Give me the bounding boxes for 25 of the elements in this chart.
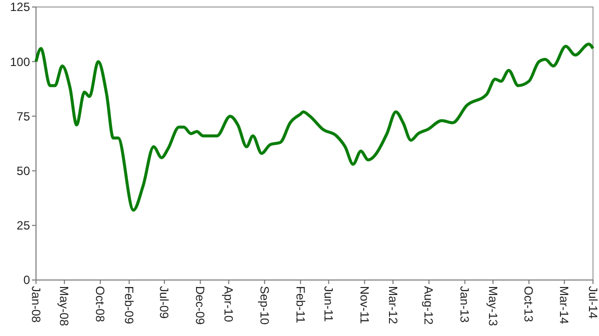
x-tick-label: Oct-13 (522, 286, 536, 322)
y-tick-label: 0 (23, 273, 30, 288)
x-tick-label: Aug-12 (422, 286, 436, 326)
x-tick-label: May-13 (486, 286, 500, 326)
y-tick-label: 50 (16, 164, 30, 178)
x-tick-label: Jul-09 (157, 286, 172, 320)
x-tick-label: Dec-09 (193, 286, 208, 326)
x-tick-label: Feb-11 (293, 286, 308, 324)
y-tick-label: 75 (16, 109, 30, 124)
x-tick-label: Jan-08 (28, 286, 43, 324)
x-tick-label: Feb-09 (122, 286, 136, 324)
line-series (34, 42, 594, 212)
x-tick-label: Mar-14 (557, 286, 572, 324)
x-tick-label: Oct-08 (93, 286, 108, 322)
x-tick-label: Jul-14 (586, 286, 599, 320)
x-tick-label: Jan-13 (458, 286, 472, 324)
y-tick-label: 25 (16, 218, 30, 233)
y-tick-label: 125 (10, 0, 30, 14)
x-tick-label: Mar-12 (386, 286, 400, 324)
y-tick-label: 100 (10, 54, 30, 69)
x-tick-label: Nov-11 (357, 286, 372, 324)
x-tick-label: Jun-11 (322, 286, 336, 322)
x-tick-label: Apr-10 (222, 286, 236, 322)
x-tick-label: May-08 (57, 286, 72, 326)
x-tick-label: Sep-10 (257, 286, 272, 326)
